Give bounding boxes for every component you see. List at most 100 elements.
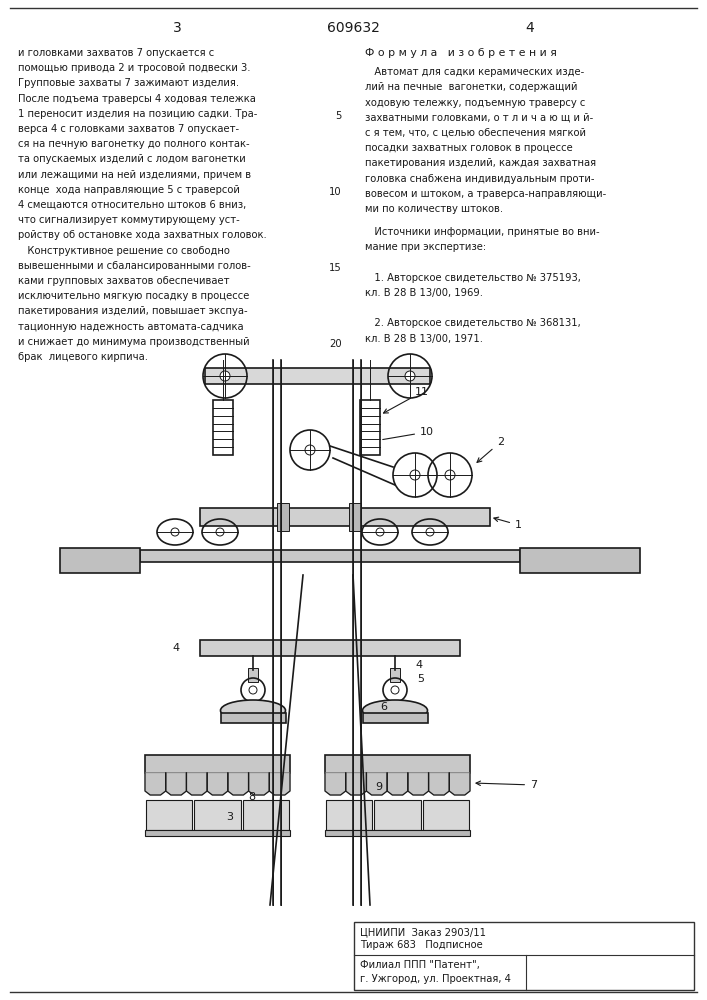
- Text: 9: 9: [375, 782, 382, 792]
- Bar: [349, 503, 361, 531]
- Text: 10: 10: [382, 427, 434, 440]
- Circle shape: [220, 371, 230, 381]
- Text: захватными головками, о т л и ч а ю щ и й-: захватными головками, о т л и ч а ю щ и …: [365, 113, 593, 123]
- Polygon shape: [325, 773, 346, 795]
- Bar: [243, 800, 289, 830]
- Text: 1: 1: [494, 517, 522, 530]
- Bar: [60, 548, 140, 573]
- Text: с я тем, что, с целью обеспечения мягкой: с я тем, что, с целью обеспечения мягкой: [365, 128, 586, 138]
- Text: 1. Авторское свидетельство № 375193,: 1. Авторское свидетельство № 375193,: [365, 273, 581, 283]
- Bar: [140, 550, 520, 562]
- Polygon shape: [165, 773, 187, 795]
- Text: Источники информации, принятые во вни-: Источники информации, принятые во вни-: [365, 227, 600, 237]
- Polygon shape: [346, 773, 366, 795]
- Text: кл. В 28 В 13/00, 1969.: кл. В 28 В 13/00, 1969.: [365, 288, 483, 298]
- Text: и снижает до минимума производственный: и снижает до минимума производственный: [18, 337, 250, 347]
- Text: брак  лицевого кирпича.: брак лицевого кирпича.: [18, 352, 148, 362]
- Bar: [205, 368, 430, 384]
- Circle shape: [216, 528, 224, 536]
- Ellipse shape: [221, 700, 286, 721]
- Text: г. Ужгород, ул. Проектная, 4: г. Ужгород, ул. Проектная, 4: [360, 974, 511, 984]
- Text: 6: 6: [380, 702, 387, 712]
- Text: верса 4 с головками захватов 7 опускает-: верса 4 с головками захватов 7 опускает-: [18, 124, 239, 134]
- Bar: [145, 830, 290, 836]
- Bar: [390, 668, 400, 682]
- Bar: [520, 548, 640, 573]
- Text: 10: 10: [329, 187, 342, 197]
- Text: та опускаемых изделий с лодом вагонетки: та опускаемых изделий с лодом вагонетки: [18, 154, 246, 164]
- Bar: [221, 712, 286, 723]
- Bar: [354, 922, 694, 990]
- Text: что сигнализирует коммутирующему уст-: что сигнализирует коммутирующему уст-: [18, 215, 240, 225]
- Bar: [146, 800, 192, 830]
- Polygon shape: [249, 773, 269, 795]
- Text: посадки захватных головок в процессе: посадки захватных головок в процессе: [365, 143, 573, 153]
- Text: 3: 3: [173, 21, 182, 35]
- Circle shape: [426, 528, 434, 536]
- Bar: [145, 755, 290, 773]
- Polygon shape: [269, 773, 290, 795]
- Text: Групповые захваты 7 зажимают изделия.: Групповые захваты 7 зажимают изделия.: [18, 78, 239, 88]
- Polygon shape: [187, 773, 207, 795]
- Bar: [200, 508, 490, 526]
- Polygon shape: [145, 773, 165, 795]
- Polygon shape: [228, 773, 249, 795]
- Text: 11: 11: [383, 387, 429, 413]
- Bar: [277, 503, 289, 531]
- Text: Автомат для садки керамических изде-: Автомат для садки керамических изде-: [365, 67, 584, 77]
- Circle shape: [171, 528, 179, 536]
- Text: Конструктивное решение со свободно: Конструктивное решение со свободно: [18, 246, 230, 256]
- Text: 4: 4: [173, 643, 180, 653]
- Text: 1 переносит изделия на позицию садки. Тра-: 1 переносит изделия на позицию садки. Тр…: [18, 109, 257, 119]
- Text: 2: 2: [477, 437, 504, 462]
- Text: вовесом и штоком, а траверса-направляющи-: вовесом и штоком, а траверса-направляющи…: [365, 189, 606, 199]
- Circle shape: [376, 528, 384, 536]
- Bar: [360, 400, 380, 455]
- Text: вывешенными и сбалансированными голов-: вывешенными и сбалансированными голов-: [18, 261, 251, 271]
- Bar: [423, 800, 469, 830]
- Polygon shape: [387, 773, 408, 795]
- Bar: [325, 755, 470, 773]
- Text: лий на печные  вагонетки, содержащий: лий на печные вагонетки, содержащий: [365, 82, 578, 92]
- Text: и головками захватов 7 опускается с: и головками захватов 7 опускается с: [18, 48, 214, 58]
- Text: ми по количеству штоков.: ми по количеству штоков.: [365, 204, 503, 214]
- Circle shape: [391, 686, 399, 694]
- Bar: [248, 668, 258, 682]
- Text: 2. Авторское свидетельство № 368131,: 2. Авторское свидетельство № 368131,: [365, 318, 580, 328]
- Bar: [363, 712, 428, 723]
- Text: ходовую тележку, подъемную траверсу с: ходовую тележку, подъемную траверсу с: [365, 98, 585, 108]
- Bar: [374, 800, 421, 830]
- Circle shape: [410, 470, 420, 480]
- Polygon shape: [408, 773, 428, 795]
- Text: 4: 4: [415, 660, 422, 670]
- Text: 5: 5: [417, 674, 424, 684]
- Text: пакетирования изделий, повышает экспуа-: пакетирования изделий, повышает экспуа-: [18, 306, 247, 316]
- Text: 609632: 609632: [327, 21, 380, 35]
- Text: 3: 3: [226, 812, 233, 822]
- Text: 4 смещаются относительно штоков 6 вниз,: 4 смещаются относительно штоков 6 вниз,: [18, 200, 246, 210]
- Text: помощью привода 2 и тросовой подвески 3.: помощью привода 2 и тросовой подвески 3.: [18, 63, 250, 73]
- Polygon shape: [449, 773, 470, 795]
- Text: Тираж 683   Подписное: Тираж 683 Подписное: [360, 940, 483, 950]
- Text: 15: 15: [329, 263, 342, 273]
- Text: конце  хода направляющие 5 с траверсой: конце хода направляющие 5 с траверсой: [18, 185, 240, 195]
- Text: пакетирования изделий, каждая захватная: пакетирования изделий, каждая захватная: [365, 158, 596, 168]
- Text: 4: 4: [525, 21, 534, 35]
- Text: тационную надежность автомата-садчика: тационную надежность автомата-садчика: [18, 322, 244, 332]
- Text: головка снабжена индивидуальным проти-: головка снабжена индивидуальным проти-: [365, 174, 595, 184]
- Text: ЦНИИПИ  Заказ 2903/11: ЦНИИПИ Заказ 2903/11: [360, 927, 486, 937]
- Text: 8: 8: [248, 792, 255, 802]
- Text: Ф о р м у л а   и з о б р е т е н и я: Ф о р м у л а и з о б р е т е н и я: [365, 48, 557, 58]
- Circle shape: [249, 686, 257, 694]
- Text: После подъема траверсы 4 ходовая тележка: После подъема траверсы 4 ходовая тележка: [18, 94, 256, 104]
- Bar: [194, 800, 240, 830]
- Text: Филиал ППП "Патент",: Филиал ППП "Патент",: [360, 960, 480, 970]
- Bar: [326, 800, 373, 830]
- Text: ройству об остановке хода захватных головок.: ройству об остановке хода захватных голо…: [18, 230, 267, 240]
- Text: 20: 20: [329, 339, 342, 349]
- Text: мание при экспертизе:: мание при экспертизе:: [365, 242, 486, 252]
- Circle shape: [305, 445, 315, 455]
- Circle shape: [445, 470, 455, 480]
- Text: кл. В 28 В 13/00, 1971.: кл. В 28 В 13/00, 1971.: [365, 334, 483, 344]
- Polygon shape: [207, 773, 228, 795]
